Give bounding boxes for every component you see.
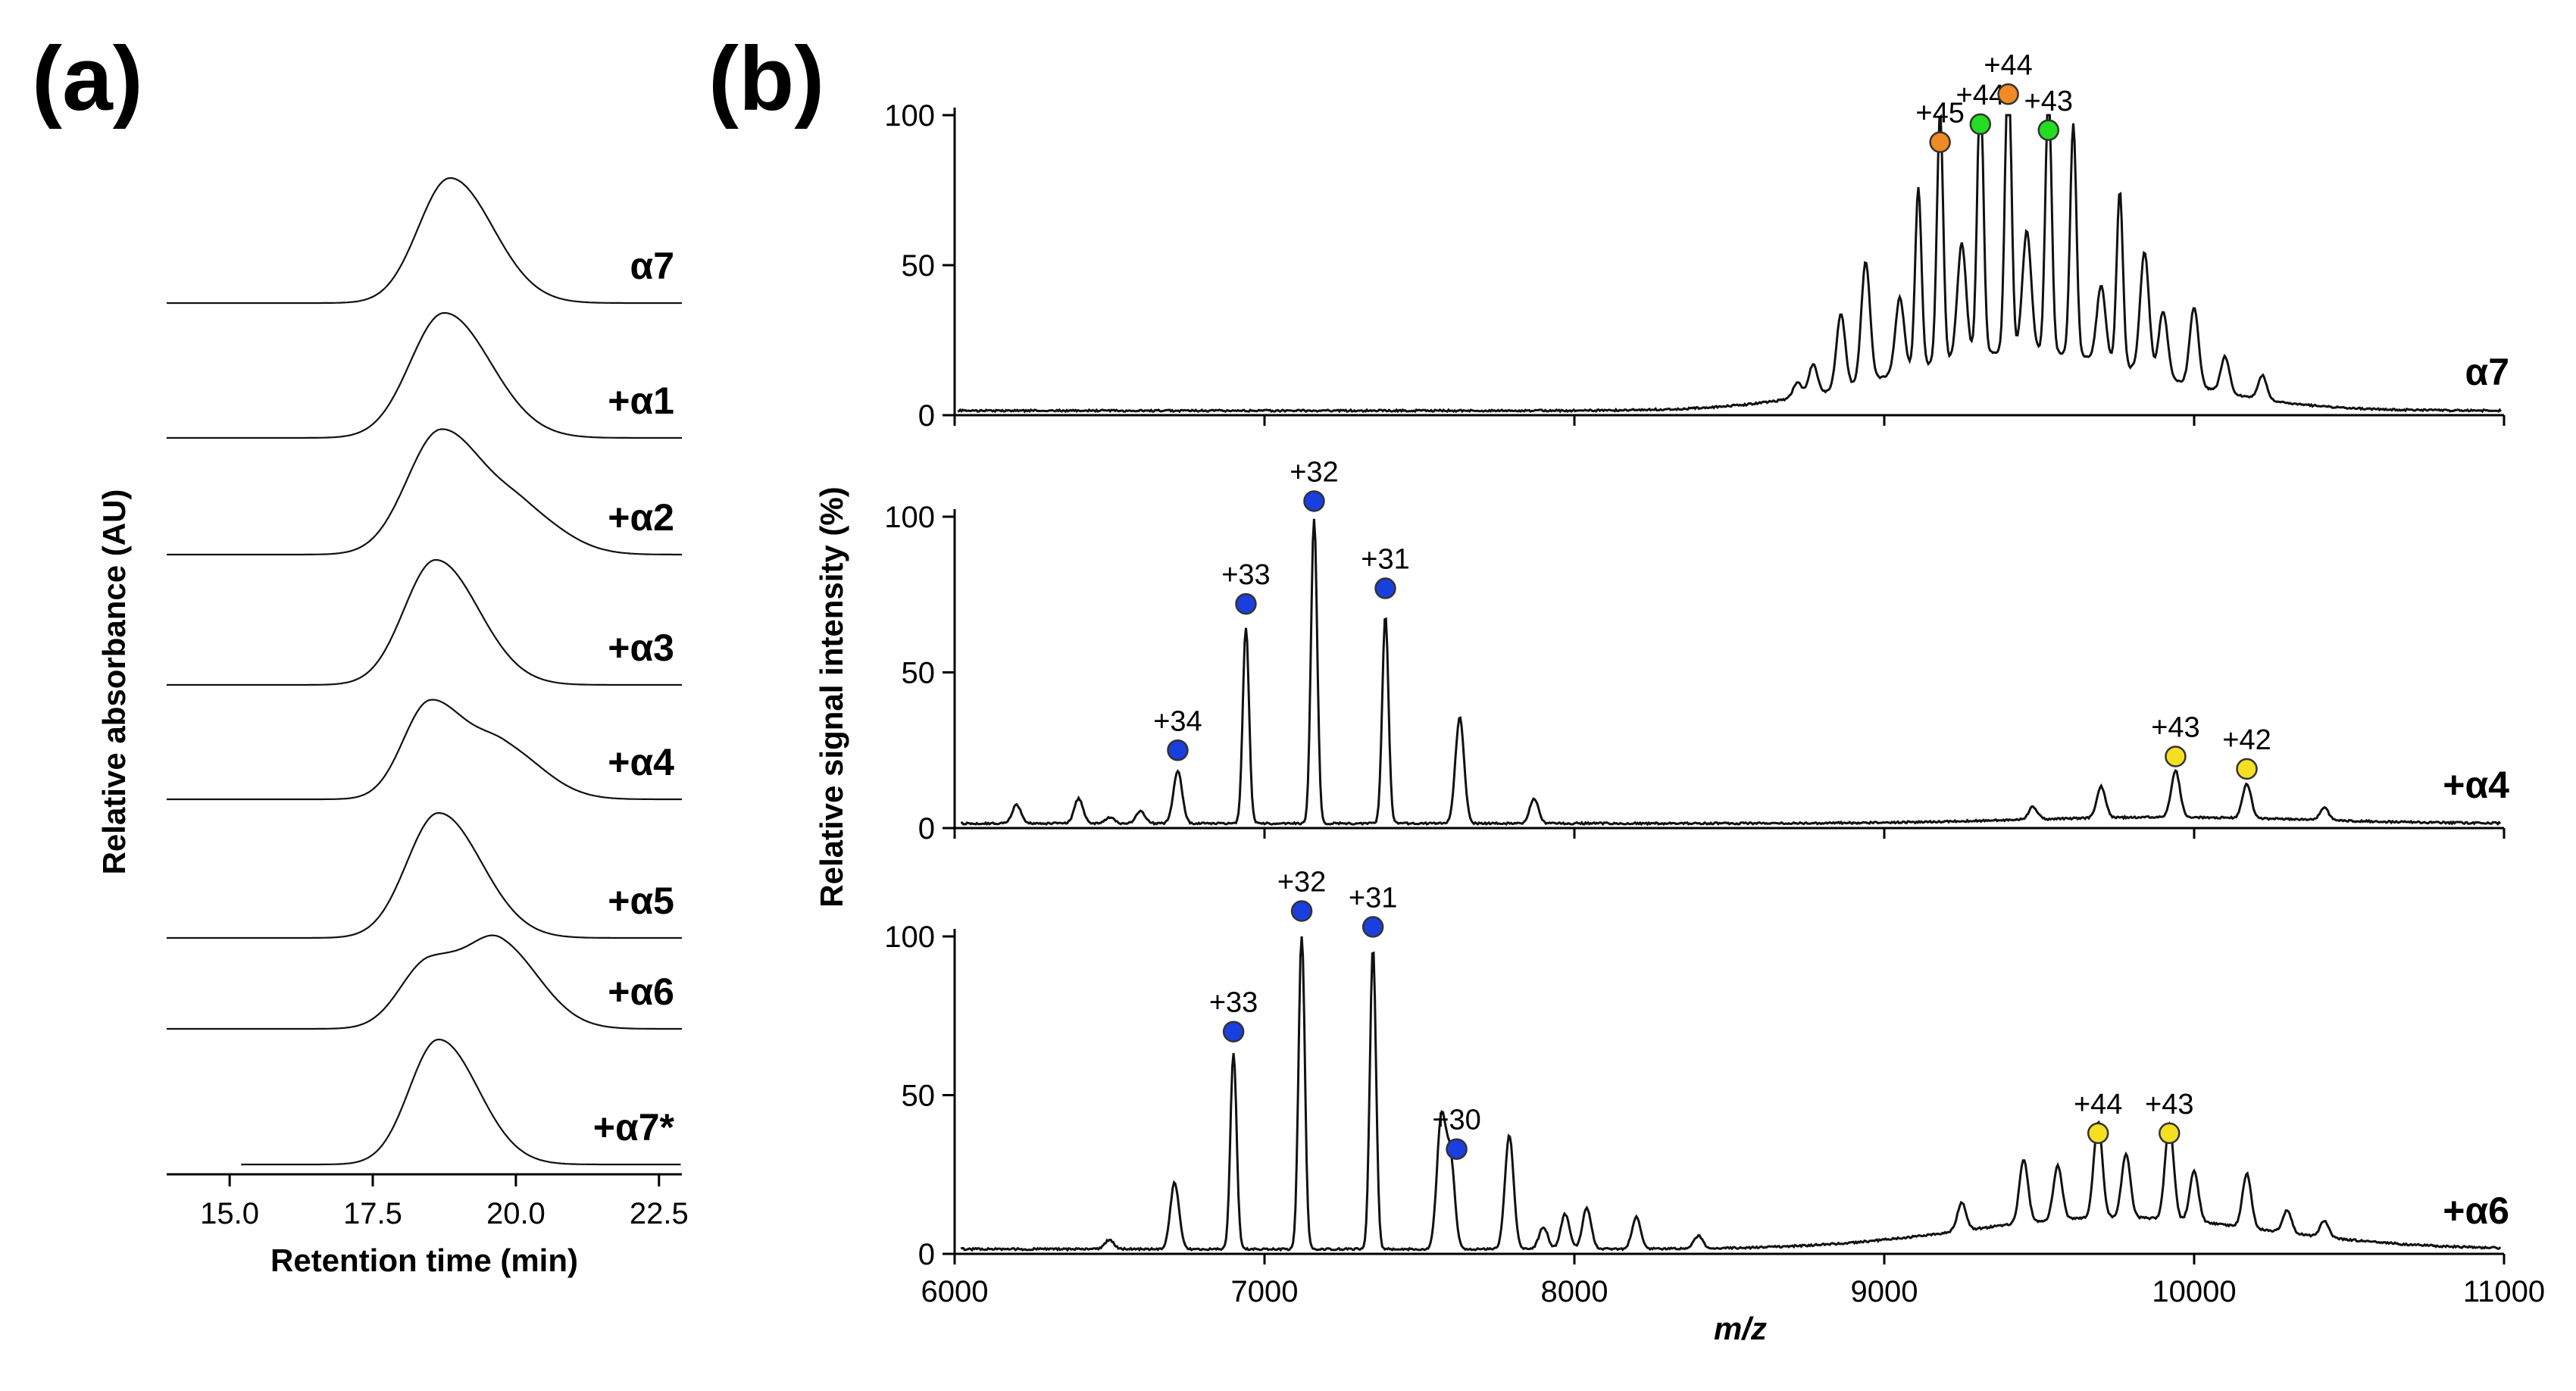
charge-state-label: +33 — [1209, 987, 1258, 1019]
chromatogram-label-plusalpha4: +α4 — [608, 741, 674, 783]
spectrum-y-tick-label: 50 — [902, 249, 936, 283]
charge-state-marker — [2236, 758, 2258, 780]
charge-state-label: +45 — [1915, 98, 1964, 130]
mass-spectra-y-axis-title: Relative signal intensity (%) — [814, 486, 849, 907]
charge-state-label: +43 — [2151, 711, 2199, 743]
charge-state-label: +44 — [1984, 49, 2032, 81]
spectrum-name-plusalpha4: +α4 — [2443, 764, 2509, 806]
spectrum-y-tick-label: 0 — [918, 812, 935, 846]
charge-state-marker — [2037, 119, 2060, 142]
chromatogram-label-alpha7: α7 — [630, 245, 674, 287]
chromatogram-label-plusalpha7star: +α7* — [593, 1106, 675, 1149]
chromatogram-trace-plusalpha1 — [167, 311, 682, 439]
spectrum-x-tick-label: 8000 — [1541, 1275, 1608, 1308]
charge-state-label: +42 — [2222, 724, 2271, 756]
charge-state-label: +44 — [2074, 1089, 2122, 1121]
spectrum-y-tick-label: 100 — [884, 921, 935, 954]
spectrum-line-plusalpha6 — [960, 936, 2502, 1252]
chromatogram-trace-labels: α7 +α1 +α2 +α3 +α4 +α5 +α6 +α7* — [593, 245, 675, 1149]
chromatogram-trace-plusalpha4 — [167, 699, 682, 801]
chromatogram-x-axis-title: Retention time (min) — [270, 1243, 578, 1278]
chromatogram-trace-alpha7 — [167, 177, 682, 305]
charge-state-label: +31 — [1349, 882, 1397, 914]
chromatogram-label-plusalpha1: +α1 — [608, 380, 674, 422]
charge-state-marker — [1290, 900, 1313, 922]
charge-state-marker — [1235, 592, 1257, 615]
panel-a-label: (a) — [32, 28, 143, 130]
charge-state-marker — [1969, 113, 1992, 136]
charge-state-marker — [1997, 83, 2019, 105]
spectrum-y-tick-label: 0 — [918, 1238, 935, 1271]
chromatogram-trace-plusalpha2 — [167, 428, 682, 556]
chromatogram-x-tick-label: 22.5 — [630, 1197, 689, 1230]
chromatogram-trace-plusalpha7star — [241, 1038, 681, 1166]
charge-state-marker — [1374, 577, 1396, 599]
chromatogram-label-plusalpha2: +α2 — [608, 496, 674, 539]
charge-state-marker — [2087, 1122, 2109, 1145]
spectrum-line-plusalpha4 — [961, 518, 2502, 827]
chromatogram-trace-plusalpha3 — [167, 558, 682, 686]
charge-state-marker — [1929, 131, 1951, 153]
chromatogram-x-tick-label: 20.0 — [486, 1197, 546, 1230]
charge-state-marker — [2165, 746, 2187, 767]
charge-state-marker — [1446, 1138, 1468, 1160]
chromatogram-x-tick-label: 15.0 — [200, 1197, 259, 1230]
spectrum-y-tick-label: 50 — [902, 1080, 936, 1113]
chromatogram-panel: α7 +α1 +α2 +α3 +α4 +α5 +α6 +α7* 15.0 17.5 20.0 22.… — [96, 177, 689, 1278]
spectrum-y-tick-label: 0 — [918, 399, 935, 433]
charge-state-label: +32 — [1277, 866, 1326, 898]
chromatogram-trace-plusalpha6 — [167, 934, 682, 1030]
chromatogram-x-ticks: 15.0 17.5 20.0 22.5 — [200, 1174, 689, 1230]
charge-state-label: +43 — [2024, 86, 2073, 117]
spectrum-x-tick-label: 7000 — [1231, 1275, 1299, 1308]
spectrum-y-tick-label: 100 — [884, 99, 935, 133]
panel-b-label: (b) — [708, 28, 824, 130]
charge-state-label: +34 — [1153, 705, 1202, 737]
charge-state-label: +44 — [1956, 80, 2005, 111]
charge-state-marker — [1303, 490, 1325, 512]
charge-state-label: +32 — [1290, 456, 1338, 488]
spectrum-y-tick-label: 50 — [902, 657, 936, 690]
charge-state-marker — [1361, 916, 1384, 938]
mass-spectra-x-ticks: 6000 7000 8000 9000 10000 11000 — [921, 1275, 2546, 1308]
charge-state-marker — [2159, 1122, 2181, 1145]
chromatogram-y-axis-title: Relative absorbance (AU) — [96, 489, 132, 875]
spectrum-x-tick-label: 10000 — [2152, 1275, 2236, 1308]
spectrum-line-alpha7 — [957, 113, 2503, 414]
mass-spectrum-plusalpha6: 0 50 100 +33 +32 +31 +30 +44 +43 +α6 — [884, 866, 2509, 1271]
charge-state-marker — [1167, 739, 1189, 761]
spectrum-x-tick-label: 9000 — [1851, 1275, 1918, 1308]
spectrum-name-plusalpha6: +α6 — [2443, 1189, 2509, 1232]
chromatogram-trace-plusalpha5 — [167, 811, 682, 939]
chromatogram-traces — [167, 177, 682, 1166]
charge-state-label: +30 — [1432, 1105, 1480, 1136]
charge-state-marker — [1222, 1021, 1245, 1042]
charge-state-label: +43 — [2145, 1089, 2193, 1121]
charge-state-label: +31 — [1361, 544, 1409, 576]
spectrum-x-tick-label: 11000 — [2463, 1275, 2545, 1308]
chromatogram-label-plusalpha3: +α3 — [608, 627, 674, 669]
mass-spectrum-plusalpha4: 0 50 100 +34 +33 +32 +31 +43 +42 +α4 — [884, 456, 2509, 846]
chromatogram-label-plusalpha6: +α6 — [608, 971, 674, 1013]
spectrum-x-tick-label: 6000 — [921, 1275, 989, 1308]
charge-state-label: +33 — [1221, 559, 1270, 591]
spectrum-y-tick-label: 100 — [884, 501, 935, 534]
mass-spectra-x-axis-title: m/z — [1714, 1311, 1767, 1346]
chromatogram-label-plusalpha5: +α5 — [608, 880, 674, 922]
chromatogram-x-tick-label: 17.5 — [343, 1197, 402, 1230]
spectrum-name-alpha7: α7 — [2465, 351, 2509, 393]
